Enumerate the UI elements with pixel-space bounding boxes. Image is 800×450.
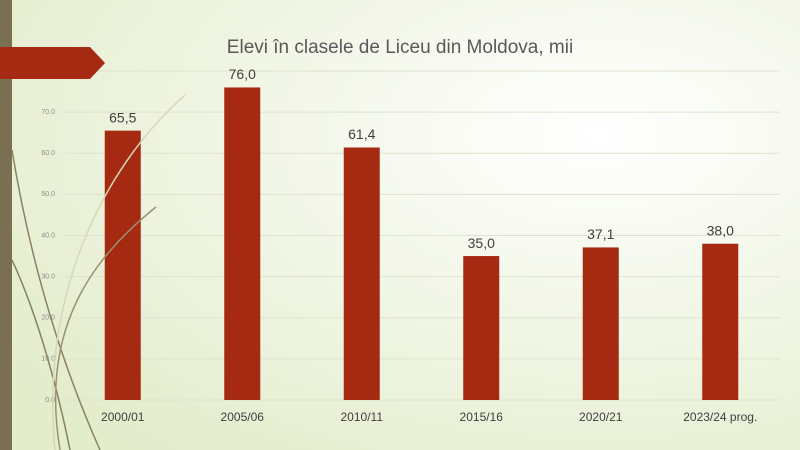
- chart-title: Elevi în clasele de Liceu din Moldova, m…: [227, 37, 573, 58]
- title-arrow: [0, 47, 105, 79]
- plot-area: 0.010.020.030.040.050.060.070.080.065,52…: [41, 66, 780, 424]
- bar: [343, 147, 380, 400]
- x-tick-label: 2015/16: [460, 410, 504, 424]
- y-tick-label: 50.0: [41, 191, 55, 198]
- x-tick-label: 2005/06: [221, 410, 265, 424]
- y-tick-label: 40.0: [41, 232, 55, 239]
- y-tick-label: 20.0: [41, 315, 55, 322]
- x-tick-label: 2000/01: [101, 410, 145, 424]
- side-strip: [0, 0, 12, 450]
- x-tick-label: 2010/11: [341, 410, 384, 424]
- decorative-curves: [11, 94, 186, 450]
- data-label: 65,5: [109, 109, 136, 125]
- y-tick-label: 70.0: [41, 109, 55, 116]
- bar: [463, 256, 500, 400]
- y-tick-label: 60.0: [41, 150, 55, 157]
- y-tick-label: 30.0: [41, 273, 55, 280]
- data-label: 38,0: [707, 222, 734, 238]
- x-tick-label: 2020/21: [579, 410, 623, 424]
- bar: [702, 243, 739, 400]
- bar: [224, 87, 261, 400]
- data-label: 35,0: [468, 235, 495, 251]
- bar: [104, 130, 141, 400]
- bar: [582, 247, 619, 400]
- data-label: 61,4: [348, 126, 375, 142]
- data-label: 76,0: [229, 66, 256, 82]
- data-label: 37,1: [587, 226, 614, 242]
- y-tick-label: 0.0: [45, 397, 55, 404]
- x-tick-label: 2023/24 prog.: [683, 410, 757, 424]
